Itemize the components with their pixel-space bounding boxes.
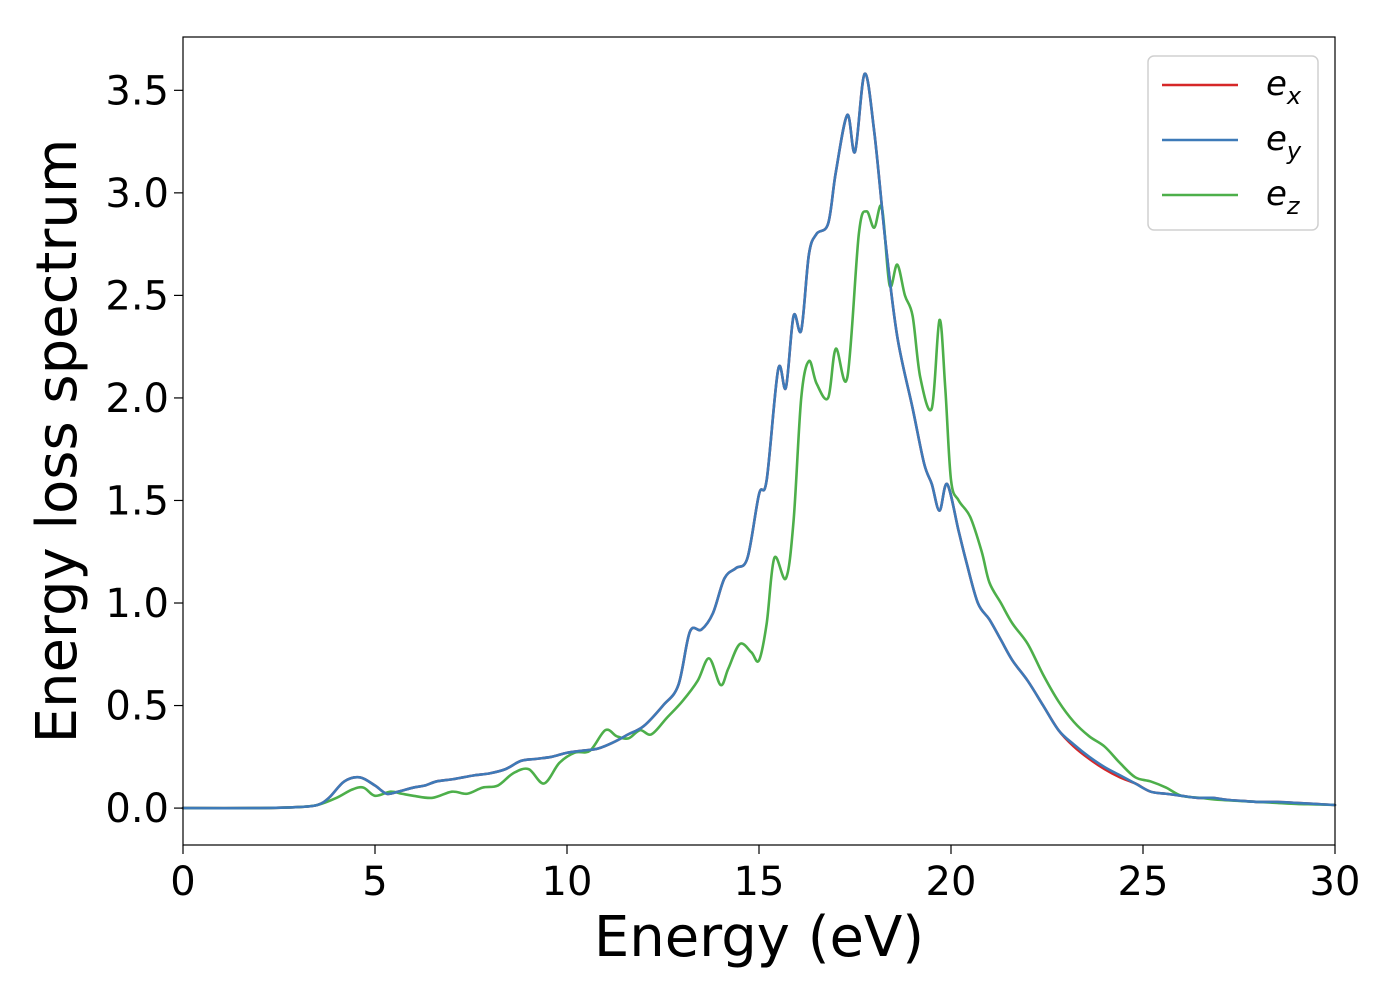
- y-tick-label: 2.0: [105, 376, 169, 422]
- y-axis-ticks: 0.0 0.5 1.0 1.5 2.0 2.5 3.0 3.5: [105, 68, 183, 832]
- plot-background: [183, 37, 1335, 845]
- y-tick-label: 2.5: [105, 273, 169, 319]
- y-tick-label: 3.5: [105, 68, 169, 114]
- series-layer: [181, 72, 1337, 810]
- legend-box: [1147, 55, 1319, 231]
- y-tick-label: 3.0: [105, 171, 169, 217]
- y-tick-label: 0.5: [105, 684, 169, 730]
- legend-label-ey: ey: [1266, 119, 1302, 165]
- series-line-ey: [181, 72, 1337, 810]
- x-axis-ticks: 0 5 10 15 20 25 30: [170, 845, 1360, 905]
- x-tick-label: 15: [734, 859, 785, 905]
- y-tick-label: 0.0: [105, 786, 169, 832]
- x-tick-label: 25: [1118, 859, 1169, 905]
- x-tick-label: 10: [542, 859, 593, 905]
- y-tick-label: 1.5: [105, 478, 169, 524]
- series-line-ez: [181, 204, 1337, 810]
- x-tick-label: 20: [926, 859, 977, 905]
- x-tick-label: 30: [1310, 859, 1361, 905]
- y-tick-label: 1.0: [105, 581, 169, 627]
- x-tick-label: 0: [170, 859, 195, 905]
- x-tick-label: 5: [362, 859, 387, 905]
- y-axis-label: Energy loss spectrum: [25, 139, 90, 744]
- x-axis-label: Energy (eV): [594, 905, 924, 970]
